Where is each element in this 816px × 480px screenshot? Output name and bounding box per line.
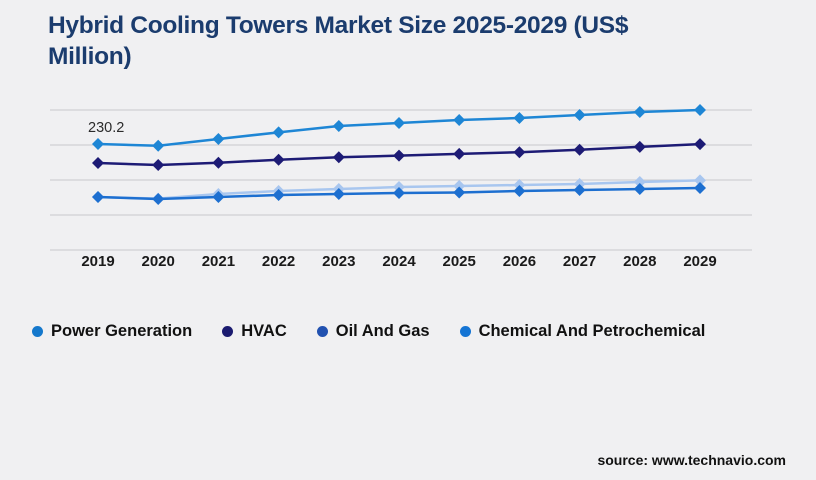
legend-item-hvac: HVAC — [222, 322, 287, 341]
svg-text:2029: 2029 — [683, 253, 716, 270]
source-attribution: source: www.technavio.com — [597, 452, 786, 468]
page-title: Hybrid Cooling Towers Market Size 2025-2… — [48, 12, 629, 71]
legend-label: HVAC — [241, 322, 287, 340]
legend-label: Oil And Gas — [335, 322, 430, 340]
svg-text:2026: 2026 — [503, 253, 536, 270]
chart-canvas: 230.2 2019 2020 2021 2022 2023 2024 2025 2026 202… — [50, 104, 752, 270]
legend-dot-hvac-icon — [222, 326, 234, 337]
legend-item-power-generation: Power Generation — [32, 322, 192, 341]
chart-legend: Power Generation HVAC Oil And Gas Chemic… — [32, 322, 792, 341]
legend-item-oil-and-gas: Oil And Gas — [316, 322, 430, 341]
legend-item-chemical-and-petrochemical: Chemical And Petrochemical — [459, 322, 706, 341]
svg-text:2022: 2022 — [262, 253, 295, 270]
svg-text:230.2: 230.2 — [88, 120, 124, 136]
line-chart: 230.2 2019 2020 2021 2022 2023 2024 2025 2026 202… — [0, 90, 816, 290]
svg-text:2021: 2021 — [202, 253, 235, 270]
legend-label: Chemical And Petrochemical — [478, 322, 706, 340]
svg-text:2027: 2027 — [563, 253, 596, 270]
svg-text:2028: 2028 — [623, 253, 656, 270]
svg-text:2019: 2019 — [81, 253, 114, 270]
legend-dot-oil-and-gas-icon — [316, 326, 328, 337]
svg-text:2024: 2024 — [382, 253, 416, 270]
legend-dot-power-generation-icon — [32, 326, 43, 337]
legend-label: Power Generation — [51, 322, 193, 340]
legend-dot-chemical-and-petrochemical-icon — [459, 326, 471, 337]
svg-text:2023: 2023 — [322, 253, 355, 270]
svg-text:2020: 2020 — [142, 253, 175, 270]
svg-text:2025: 2025 — [443, 253, 476, 270]
